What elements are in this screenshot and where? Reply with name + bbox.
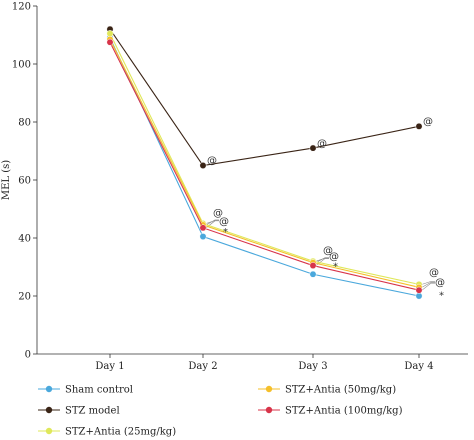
annotation-label: @ (323, 246, 333, 257)
legend-marker (45, 427, 53, 435)
series-4 (106, 35, 423, 291)
data-point (106, 38, 114, 46)
legend-item: STZ+Antia (25mg/kg) (38, 427, 176, 438)
legend-label: STZ+Antia (25mg/kg) (65, 427, 176, 438)
data-point (415, 292, 423, 300)
significance-bracket (205, 219, 219, 226)
data-point (415, 122, 423, 130)
data-point (199, 162, 207, 169)
annotation-label: @ (207, 156, 217, 167)
significance-bracket (315, 257, 329, 263)
legend-marker (45, 406, 53, 414)
annotation-label: * (439, 291, 444, 302)
series-line (109, 39, 420, 288)
x-tick-label: Day 1 (95, 361, 124, 372)
series-layer (106, 25, 423, 300)
axes: 0 20 40 60 80 100 120 Day 1 Day 2 Day 3 Day 4 MEL (… (1, 2, 468, 372)
y-tick-label: 60 (18, 176, 31, 187)
y-tick-label: 40 (18, 234, 31, 245)
data-point (106, 30, 114, 37)
y-tick-label: 120 (12, 2, 31, 13)
legend-marker (265, 406, 273, 414)
series-line (109, 28, 420, 167)
legend-item: STZ model (38, 406, 120, 417)
significance-bracket (421, 281, 435, 285)
series-line (109, 37, 420, 297)
annotation-label: @ (213, 208, 223, 219)
series-line (109, 33, 420, 285)
data-point (415, 286, 423, 294)
legend-marker (45, 385, 53, 393)
series-2 (106, 25, 423, 169)
data-point (309, 144, 317, 152)
significance-bracket (421, 282, 435, 291)
y-tick-label: 80 (18, 118, 31, 129)
y-tick-label: 20 (18, 292, 31, 303)
legend-item: STZ+Antia (50mg/kg) (258, 385, 396, 396)
significance-bracket (421, 282, 435, 288)
legend-label: STZ model (65, 406, 120, 417)
legend-label: STZ+Antia (100mg/kg) (285, 406, 403, 417)
y-tick-label: 0 (25, 350, 31, 361)
legend-item: STZ+Antia (100mg/kg) (258, 406, 403, 417)
significance-bracket (205, 220, 219, 224)
series-5 (106, 38, 423, 294)
annotation-label: @ (317, 138, 327, 149)
annotations: @@@@@*@@*@@* (207, 117, 445, 302)
legend: Sham control STZ model STZ+Antia (25mg/kg)… (38, 385, 403, 438)
series-1 (106, 34, 423, 300)
legend-label: Sham control (65, 385, 133, 396)
significance-brackets (205, 219, 435, 291)
significance-bracket (315, 257, 329, 262)
significance-bracket (315, 258, 329, 266)
y-tick-label: 100 (12, 60, 31, 71)
annotation-label: @ (429, 267, 439, 278)
y-axis-label: MEL (s) (1, 160, 12, 200)
series-line (109, 42, 420, 291)
annotation-label: * (333, 262, 338, 273)
annotation-label: @ (435, 278, 445, 289)
x-tick-label: Day 3 (298, 361, 327, 372)
legend-item: Sham control (38, 385, 133, 396)
data-point (309, 270, 317, 278)
data-point (309, 262, 317, 269)
x-tick-label: Day 2 (188, 361, 217, 372)
data-point (199, 233, 207, 241)
annotation-label: @ (219, 217, 229, 228)
annotation-label: @ (423, 117, 433, 128)
annotation-label: @ (329, 251, 339, 262)
annotation-label: * (223, 227, 228, 238)
legend-marker (265, 385, 273, 393)
x-tick-label: Day 4 (404, 361, 433, 372)
legend-label: STZ+Antia (50mg/kg) (285, 385, 396, 396)
data-point (199, 224, 207, 232)
